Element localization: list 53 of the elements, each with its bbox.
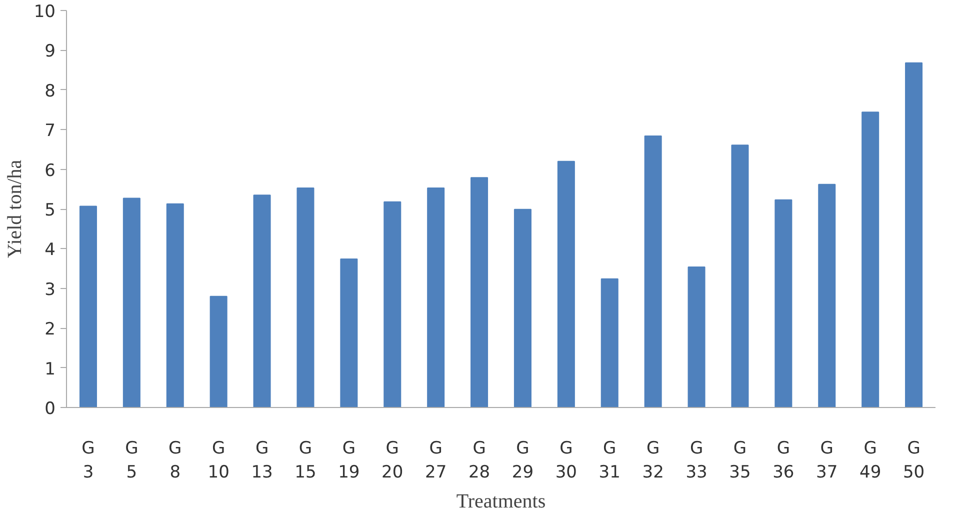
bar — [774, 199, 792, 408]
x-tick-label: G 36 — [772, 438, 794, 482]
bar — [688, 266, 706, 408]
y-tick-label: 8 — [44, 81, 56, 102]
x-tick-label: G 5 — [125, 438, 138, 482]
x-tick-label: G 30 — [555, 438, 577, 482]
x-tick-label: G 28 — [468, 438, 490, 482]
bar — [253, 194, 271, 408]
y-tick-label: 7 — [44, 121, 56, 142]
bar — [427, 187, 445, 408]
bar — [557, 160, 575, 408]
bar — [905, 62, 923, 408]
x-tick-label: G 20 — [382, 438, 404, 482]
x-tick-label: G 49 — [860, 438, 882, 482]
bar — [79, 206, 97, 408]
bar — [340, 258, 358, 408]
bar — [644, 135, 662, 408]
x-tick-label: G 13 — [251, 438, 273, 482]
y-tick-label: 5 — [44, 200, 56, 220]
y-axis-title: Yield ton/ha — [4, 160, 26, 258]
bar — [818, 184, 836, 408]
y-tick-label: 2 — [44, 320, 56, 340]
bar — [210, 296, 228, 408]
x-tick-label: G 15 — [294, 438, 316, 482]
y-tick-label: 3 — [44, 280, 56, 300]
x-tick-label: G 33 — [686, 438, 708, 482]
x-tick-label: G 37 — [816, 438, 838, 482]
y-tick-label: 6 — [44, 160, 56, 181]
bar — [122, 198, 140, 408]
x-tick-label: G 50 — [902, 438, 925, 482]
bar — [600, 278, 618, 408]
x-tick-label: G 19 — [338, 438, 360, 482]
x-tick-label: G 31 — [598, 438, 620, 482]
y-tick-label: 9 — [44, 42, 56, 62]
x-tick-label: G 29 — [512, 438, 534, 482]
y-tick-label: 4 — [44, 240, 56, 260]
bar — [384, 201, 402, 408]
bar — [862, 112, 880, 408]
x-tick-label: G 8 — [168, 438, 182, 482]
x-axis-title: Treatments — [456, 490, 546, 512]
bar — [296, 187, 314, 408]
x-tick-label: G 35 — [729, 438, 751, 482]
bar — [166, 203, 184, 408]
bar — [514, 208, 532, 408]
x-tick-label: G 32 — [642, 438, 664, 482]
bar — [731, 144, 749, 408]
y-tick-label: 10 — [34, 2, 56, 22]
x-tick-label: G 10 — [208, 438, 230, 482]
bar — [470, 177, 488, 408]
x-tick-label: G 27 — [425, 438, 447, 482]
y-tick-label: 1 — [44, 359, 56, 380]
x-tick-label: G 3 — [82, 438, 95, 482]
y-tick-label: 0 — [44, 399, 56, 419]
